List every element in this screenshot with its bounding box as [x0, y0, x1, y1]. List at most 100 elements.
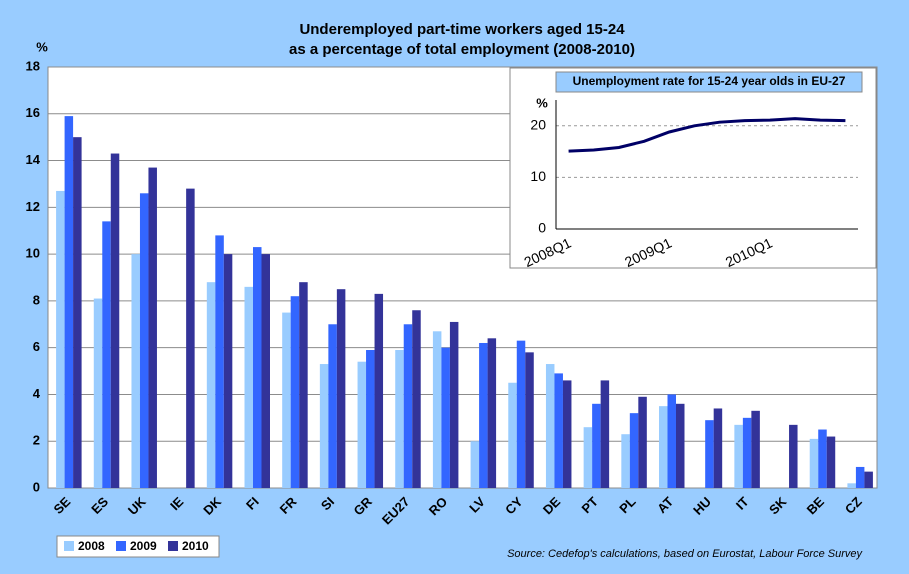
inset-title-box — [555, 71, 863, 93]
bar — [545, 364, 555, 488]
bar — [215, 235, 224, 488]
bar — [470, 441, 480, 488]
bar — [261, 254, 270, 488]
bar — [244, 286, 253, 488]
bar — [789, 424, 798, 488]
x-tick-label: HU — [690, 494, 714, 518]
legend-label: 2008 — [78, 539, 105, 553]
y-tick-label: 0 — [33, 479, 40, 494]
x-tick-label: ES — [88, 494, 111, 517]
chart-title: Underemployed part-time workers aged 15-… — [299, 21, 625, 38]
bar — [319, 364, 329, 488]
bar — [403, 324, 413, 488]
bar — [809, 438, 819, 488]
x-tick-label: PL — [616, 494, 638, 516]
bar — [299, 282, 308, 488]
y-tick-label: 10 — [26, 246, 40, 261]
bar — [102, 221, 111, 488]
bar — [713, 408, 723, 488]
bar — [374, 293, 384, 488]
bar — [742, 417, 752, 488]
bar — [131, 254, 140, 488]
legend-label: 2010 — [182, 539, 209, 553]
bar — [638, 396, 647, 488]
x-tick-label: AT — [654, 494, 676, 516]
line — [568, 117, 846, 153]
x-tick-label: DE — [540, 494, 564, 518]
bar — [148, 167, 157, 489]
bar — [847, 483, 856, 488]
bar — [855, 466, 865, 488]
bar — [328, 324, 337, 488]
legend-label: 2009 — [130, 539, 157, 553]
bar — [336, 289, 346, 488]
x-tick-label: IT — [733, 494, 752, 513]
bar — [864, 471, 873, 488]
bar — [186, 188, 195, 488]
bar — [592, 403, 601, 488]
y-tick-label: 20 — [530, 117, 546, 133]
x-tick-label: SE — [51, 494, 74, 517]
x-tick-label: SI — [318, 494, 337, 513]
bar — [93, 298, 103, 488]
x-tick-label: GR — [350, 494, 375, 519]
bar — [508, 382, 517, 488]
inset-title: Unemployment rate for 15-24 year olds in… — [573, 74, 846, 88]
bar — [621, 434, 630, 488]
bar — [290, 296, 300, 488]
y-tick-label: 16 — [26, 105, 40, 120]
bar — [734, 424, 743, 488]
y-tick-label: 10 — [530, 168, 546, 184]
inset-box — [509, 67, 877, 269]
y-tick-label: 8 — [33, 292, 40, 307]
x-tick-label: DK — [200, 494, 224, 518]
bar — [583, 427, 593, 488]
bar — [253, 247, 262, 488]
chart-title: as a percentage of total employment (200… — [289, 41, 635, 58]
x-tick-label: SK — [766, 494, 790, 518]
bar — [659, 406, 668, 488]
x-tick-label: CZ — [842, 494, 865, 517]
bar — [282, 312, 291, 488]
x-tick-label: FI — [243, 494, 262, 513]
bar — [432, 331, 442, 488]
y-tick-label: 6 — [33, 339, 40, 354]
bar — [487, 338, 497, 488]
bar — [64, 116, 74, 488]
x-tick-label: PT — [579, 494, 601, 516]
y-tick-label: 12 — [26, 199, 40, 214]
y-tick-label: 2 — [33, 433, 40, 448]
bar — [412, 310, 421, 488]
bar — [667, 394, 676, 488]
x-tick-label: IE — [167, 494, 187, 514]
bar — [73, 137, 82, 488]
legend-swatch — [64, 541, 74, 551]
bar — [705, 420, 714, 488]
bar — [139, 193, 149, 489]
bar — [366, 350, 375, 488]
bar — [751, 410, 760, 488]
bar — [525, 352, 534, 488]
legend-swatch — [168, 541, 178, 551]
bar — [110, 153, 120, 489]
y-tick-label: 18 — [26, 58, 40, 73]
legend-swatch — [116, 541, 126, 551]
bar — [562, 380, 572, 488]
bar — [357, 361, 367, 488]
x-tick-label: BE — [804, 494, 828, 518]
x-tick-label: RO — [426, 494, 450, 518]
bar — [441, 347, 450, 488]
bar — [676, 403, 685, 488]
bar — [479, 342, 488, 488]
y-tick-label: 4 — [33, 386, 41, 401]
bar — [56, 190, 65, 488]
bar — [826, 436, 836, 488]
bar — [206, 282, 216, 488]
bar — [554, 373, 563, 488]
bar — [516, 340, 526, 488]
bar — [449, 321, 459, 488]
x-tick-label: CY — [502, 494, 526, 518]
bar — [223, 254, 233, 488]
bar — [600, 380, 610, 488]
